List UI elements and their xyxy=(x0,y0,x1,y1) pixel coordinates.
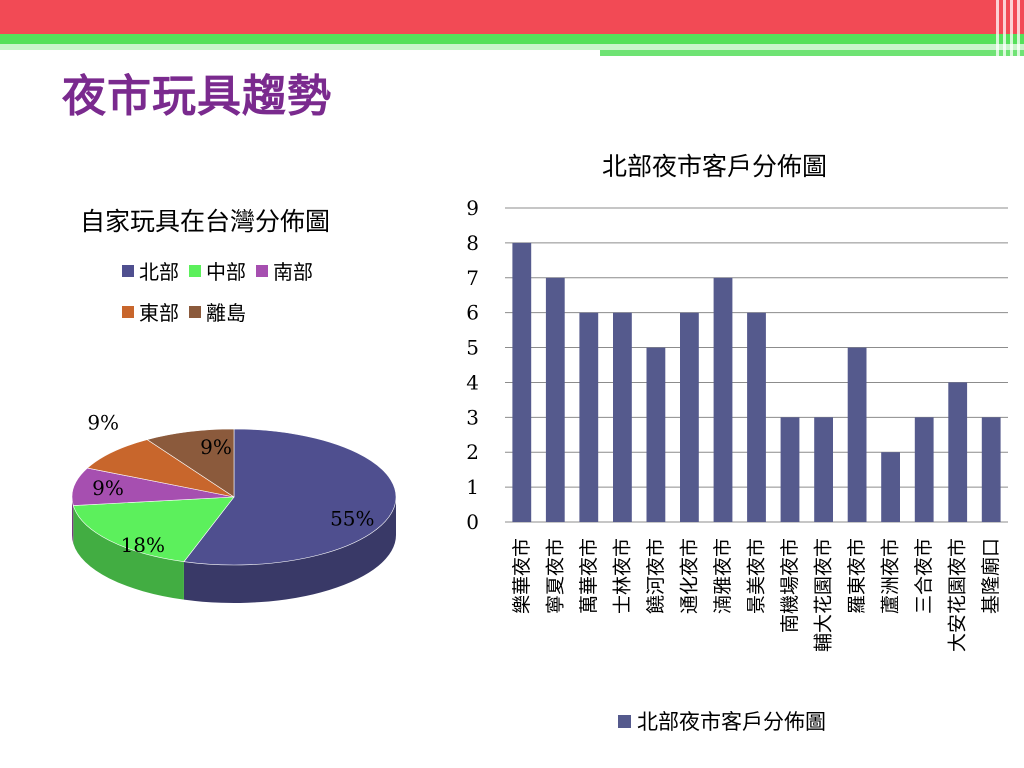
bar-0 xyxy=(512,242,532,522)
header-accent-band xyxy=(600,50,1024,56)
y-tick-label: 7 xyxy=(466,266,479,290)
bar-11 xyxy=(881,452,900,522)
header-pale-band xyxy=(0,44,1024,50)
y-tick-label: 0 xyxy=(466,510,479,534)
y-tick-label: 5 xyxy=(466,336,479,360)
bar-series xyxy=(512,242,1001,522)
bar-3 xyxy=(613,312,632,522)
y-tick-label: 8 xyxy=(466,231,479,255)
legend-swatch xyxy=(189,264,201,277)
pie-legend-item: 北部 xyxy=(122,256,179,285)
x-tick-label: 士林夜市 xyxy=(611,538,633,614)
bar-legend-label: 北部夜市客戶分佈圖 xyxy=(637,710,826,734)
y-tick-label: 3 xyxy=(466,405,479,429)
bar-chart-title: 北部夜市客戶分佈圖 xyxy=(602,152,828,181)
bar-1 xyxy=(545,277,565,522)
pie-top xyxy=(71,428,397,566)
pie-slice-2 xyxy=(71,467,235,506)
x-tick-label: 湳雅夜市 xyxy=(712,538,734,614)
bar-chart-legend: 北部夜市客戶分佈圖 xyxy=(618,706,826,736)
pie-legend-item: 東部 xyxy=(122,297,179,326)
legend-swatch xyxy=(122,264,134,277)
pie-legend-label: 南部 xyxy=(273,260,313,284)
pie-side-0 xyxy=(183,497,396,603)
x-tick-label: 南機場夜市 xyxy=(779,538,801,633)
pie-label-4: 9% xyxy=(200,435,232,459)
pie-slice-4 xyxy=(146,428,235,498)
x-tick-label: 輔大花園夜市 xyxy=(813,538,835,652)
pie-label-1: 18% xyxy=(121,533,165,557)
bar-14 xyxy=(981,417,1001,522)
pie-legend-label: 東部 xyxy=(139,301,179,325)
pie-label-3: 9% xyxy=(87,410,119,434)
x-tick-label: 寧夏夜市 xyxy=(544,538,566,614)
header-red-band xyxy=(0,0,1024,34)
y-tick-label: 4 xyxy=(466,370,479,394)
bar-2 xyxy=(579,312,599,522)
header-stripes xyxy=(990,0,1024,70)
x-tick-label: 蘆洲夜市 xyxy=(880,538,902,614)
x-tick-label: 基隆廟口 xyxy=(980,538,1002,614)
bar-7 xyxy=(747,312,766,522)
pie-chart-title: 自家玩具在台灣分佈圖 xyxy=(80,207,331,236)
pie-side-1 xyxy=(73,505,184,600)
legend-swatch xyxy=(618,714,631,728)
x-tick-label: 通化夜市 xyxy=(678,538,700,614)
bar-9 xyxy=(814,417,833,522)
header-green-band xyxy=(0,34,1024,44)
bar-8 xyxy=(780,417,800,522)
pie-legend: 北部 中部 南部 東部 離島 xyxy=(122,256,362,338)
bar-6 xyxy=(713,277,733,522)
page-title: 夜市玩具趨勢 xyxy=(62,71,332,122)
y-tick-label: 1 xyxy=(466,475,479,499)
pie-legend-item: 離島 xyxy=(189,297,246,326)
x-tick-label: 萬華夜市 xyxy=(578,538,600,614)
x-tick-label: 景美夜市 xyxy=(746,538,768,614)
x-tick-label: 大安花園夜市 xyxy=(947,538,969,652)
pie-labels: 55% 18% 9% 9% 9% xyxy=(87,410,374,557)
legend-swatch xyxy=(256,264,268,277)
y-tick-label: 2 xyxy=(466,440,479,464)
pie-legend-item: 中部 xyxy=(189,256,246,285)
pie-side-2 xyxy=(72,497,74,544)
bar-12 xyxy=(914,417,934,522)
pie-legend-label: 離島 xyxy=(206,301,246,325)
x-tick-label: 羅東夜市 xyxy=(846,538,868,614)
pie-legend-label: 北部 xyxy=(139,260,179,284)
pie-slice-0 xyxy=(183,428,397,566)
pie-label-2: 9% xyxy=(92,476,124,500)
x-tick-label: 三合夜市 xyxy=(913,538,935,614)
bar-4 xyxy=(646,347,666,522)
pie-sides xyxy=(72,497,396,603)
bar-13 xyxy=(948,382,968,522)
x-tick-label: 饒河夜市 xyxy=(645,538,667,614)
y-tick-label: 9 xyxy=(466,196,479,220)
pie-slice-3 xyxy=(86,439,235,498)
x-tick-labels: 樂華夜市 寧夏夜市 萬華夜市 士林夜市 饒河夜市 通化夜市 湳雅夜市 景美夜市 南機場夜市 輔大花… xyxy=(511,538,1002,652)
legend-swatch xyxy=(189,305,201,318)
bar-5 xyxy=(680,312,699,522)
bar-10 xyxy=(847,347,867,522)
legend-swatch xyxy=(122,305,134,318)
pie-slice-1 xyxy=(72,496,235,562)
pie-legend-label: 中部 xyxy=(206,260,246,284)
pie-legend-item: 南部 xyxy=(256,256,313,285)
x-tick-label: 樂華夜市 xyxy=(511,538,533,614)
pie-label-0: 55% xyxy=(330,507,374,531)
y-tick-label: 6 xyxy=(466,301,479,325)
